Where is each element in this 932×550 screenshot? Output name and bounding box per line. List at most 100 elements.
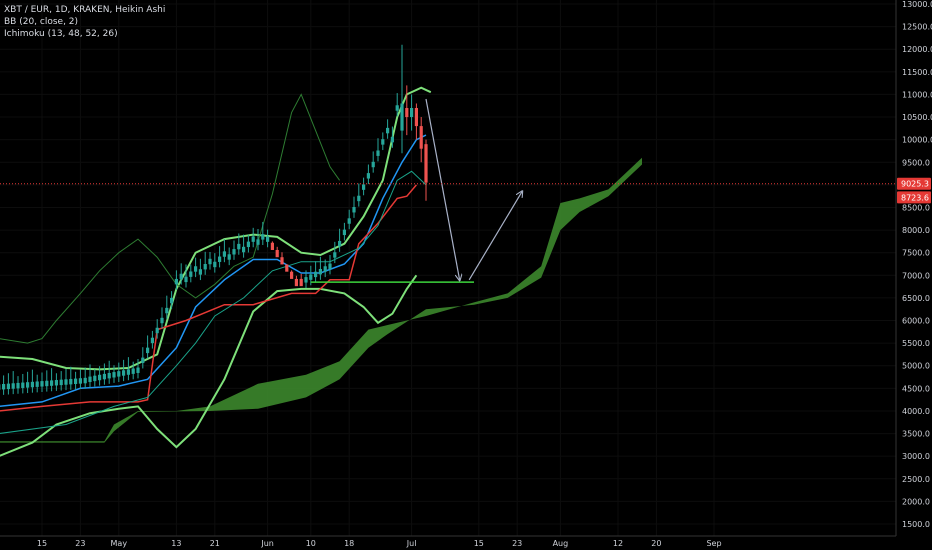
x-tick-label: 20 — [651, 539, 661, 548]
candle-body — [314, 271, 318, 278]
candle-body — [256, 239, 260, 245]
x-tick-label: Jun — [260, 539, 274, 548]
candle-body — [232, 249, 236, 255]
candle-body — [357, 195, 361, 202]
candle-body — [59, 379, 63, 386]
price-tag-bg — [897, 177, 931, 190]
candle-body — [112, 372, 116, 378]
x-tick-label: 12 — [613, 539, 623, 548]
x-tick-label: 10 — [306, 539, 316, 548]
kumo-fill — [0, 157, 642, 443]
x-tick-label: 13 — [171, 539, 181, 548]
y-tick-label: 11000.0 — [902, 90, 932, 99]
candle-body — [333, 252, 337, 258]
candle-body — [107, 372, 111, 379]
candle-body — [376, 150, 380, 156]
y-tick-label: 13000.0 — [902, 0, 932, 9]
y-axis[interactable]: 13000.0 12500.0 12000.0 11500.0 11000.0 10500… — [897, 0, 932, 529]
candle-body — [242, 246, 246, 253]
candle-body — [198, 269, 202, 275]
bb-indicator-label[interactable]: BB (20, close, 2) — [4, 17, 79, 27]
candle-body — [342, 229, 346, 236]
x-tick-label: 15 — [37, 539, 47, 548]
grid — [0, 0, 896, 536]
candle-body — [299, 278, 303, 287]
candle-body — [170, 297, 174, 304]
y-tick-label: 5000.0 — [902, 362, 930, 371]
candle-body — [203, 264, 207, 270]
ichimoku-cloud — [0, 157, 642, 443]
x-tick-label: Sep — [706, 539, 721, 548]
candle-body — [285, 264, 289, 272]
indicator-lines — [0, 86, 432, 457]
x-tick-label: 21 — [210, 539, 220, 548]
candle-body — [179, 273, 183, 280]
candle-body — [424, 144, 428, 183]
candle-body — [122, 370, 126, 376]
y-tick-label: 2500.0 — [902, 475, 930, 484]
candle-body — [74, 378, 78, 385]
candle-body — [30, 381, 34, 388]
candle-body — [386, 127, 390, 134]
candle-body — [131, 368, 135, 374]
y-tick-label: 3000.0 — [902, 452, 930, 461]
tenkan-sen — [0, 170, 427, 434]
y-tick-label: 8000.0 — [902, 226, 930, 235]
y-tick-label: 6500.0 — [902, 294, 930, 303]
x-tick-label: Jul — [406, 539, 417, 548]
y-tick-label: 5500.0 — [902, 339, 930, 348]
candle-body — [414, 108, 418, 127]
y-tick-label: 1500.0 — [902, 520, 930, 529]
x-axis[interactable]: 15 23 May 13 21 Jun 10 18 Jul 15 23 Aug 12 20 Sep — [37, 539, 722, 548]
candle-body — [126, 369, 130, 375]
candle-body — [93, 375, 97, 382]
bb-lower-band — [0, 274, 418, 457]
y-tick-label: 12500.0 — [902, 23, 932, 32]
x-tick-label: 18 — [344, 539, 354, 548]
y-tick-label: 12000.0 — [902, 45, 932, 54]
chikou-span — [0, 93, 341, 344]
bb-basis — [0, 134, 427, 408]
candle-body — [21, 382, 25, 388]
candle-body — [146, 347, 150, 354]
candle-body — [88, 376, 92, 383]
y-tick-label: 3500.0 — [902, 430, 930, 439]
candle-body — [11, 383, 15, 389]
y-tick-label: 2000.0 — [902, 497, 930, 506]
candle-body — [419, 126, 423, 149]
candle-body — [184, 276, 188, 283]
candle-body — [102, 373, 106, 380]
candle-body — [323, 266, 327, 272]
symbol-title[interactable]: XBT / EUR, 1D, KRAKEN, Heikin Ashi — [4, 5, 166, 15]
y-tick-label: 10000.0 — [902, 136, 932, 145]
candle-body — [40, 381, 44, 387]
candle-body — [165, 307, 169, 314]
ichimoku-indicator-label[interactable]: Ichimoku (13, 48, 52, 26) — [4, 29, 118, 39]
price-tag-bg — [897, 191, 931, 204]
candle-body — [26, 382, 30, 388]
candle-body — [155, 327, 159, 334]
candles — [0, 44, 428, 395]
projection-arrow-down — [425, 98, 460, 280]
projection-arrow-up — [468, 192, 522, 281]
candle-body — [64, 379, 68, 385]
candle-body — [227, 254, 231, 260]
candle-body — [328, 263, 332, 269]
candle-body — [174, 278, 178, 285]
candle-body — [410, 108, 414, 118]
candle-body — [2, 384, 6, 390]
candle-body — [246, 241, 250, 248]
x-tick-label: 15 — [474, 539, 484, 548]
price-tag-label: 8723.6 — [901, 193, 929, 202]
annotations — [0, 98, 896, 283]
candle-body — [160, 317, 164, 324]
candle-body — [218, 256, 222, 262]
candle-body — [50, 380, 54, 386]
candle-body — [54, 380, 58, 386]
y-tick-label: 9500.0 — [902, 158, 930, 167]
x-tick-label: Aug — [553, 539, 569, 548]
candle-body — [381, 139, 385, 145]
candle-body — [194, 266, 198, 272]
y-tick-label: 4500.0 — [902, 384, 930, 393]
